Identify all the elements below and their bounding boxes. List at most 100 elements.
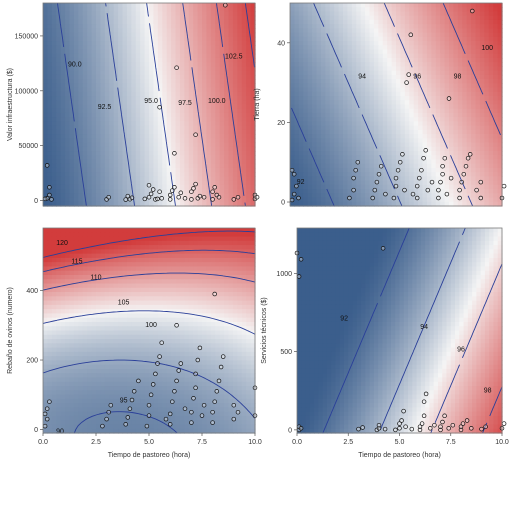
panel2-surface-cell: [382, 146, 388, 152]
panel2-surface-cell: [479, 24, 485, 29]
panel2-surface-cell: [365, 74, 371, 80]
panel1-surface-cell: [104, 3, 110, 8]
panel1-surface-cell: [241, 151, 247, 156]
panel1-surface-cell: [109, 159, 115, 165]
panel2-surface-cell: [484, 91, 490, 97]
panel1-surface-cell: [197, 129, 203, 135]
panel2-surface-cell: [409, 197, 415, 203]
panel1-data-point: [167, 197, 173, 202]
panel2-surface-cell: [396, 74, 402, 80]
panel3-surface-cell: [157, 245, 163, 250]
panel2-surface-cell: [365, 180, 371, 186]
panel2-surface-cell: [351, 100, 357, 106]
panel2-surface-cell: [316, 129, 322, 135]
panel1-surface-cell: [241, 36, 247, 42]
panel1-surface-cell: [250, 62, 256, 68]
panel1-surface-cell: [118, 146, 124, 152]
panel1-surface-cell: [246, 172, 252, 177]
panel1-surface-cell: [202, 117, 208, 123]
panel2-surface-cell: [457, 15, 463, 21]
panel1-surface-cell: [162, 201, 168, 207]
panel1-surface-cell: [100, 193, 106, 199]
panel2-surface-cell: [298, 53, 304, 59]
panel1-surface-cell: [56, 193, 62, 199]
panel2-surface-cell: [449, 32, 455, 38]
panel2-surface-cell: [391, 83, 397, 89]
panel1-surface-cell: [210, 142, 216, 148]
panel2-surface-cell: [360, 121, 366, 127]
panel2-surface-cell: [329, 49, 335, 55]
panel1-surface-cell: [118, 53, 124, 59]
panel1-surface-cell: [219, 87, 225, 93]
panel1-surface-cell: [149, 49, 155, 55]
panel2-surface-cell: [378, 138, 384, 144]
panel2-surface-cell: [360, 49, 366, 55]
panel2-surface-cell: [404, 24, 410, 29]
panel1-surface-cell: [166, 74, 172, 80]
panel2-surface-cell: [484, 79, 490, 84]
panel1-surface-cell: [237, 49, 243, 55]
panel1-surface-cell: [206, 36, 212, 42]
panel1-surface-cell: [113, 163, 119, 169]
panel1-surface-cell: [78, 104, 84, 110]
panel2-surface-cell: [431, 197, 437, 203]
panel2-surface-cell: [334, 138, 340, 144]
panel2-surface-cell: [435, 70, 441, 76]
panel1-surface-cell: [135, 201, 141, 207]
panel2-surface-cell: [378, 146, 384, 152]
panel2-surface-cell: [329, 146, 335, 152]
panel2-surface-cell: [325, 108, 331, 114]
panel1-surface-cell: [219, 45, 225, 51]
panel1-surface-cell: [43, 108, 49, 114]
panel2-surface-cell: [484, 117, 490, 123]
panel1-surface-cell: [179, 28, 185, 34]
panel2-surface-cell: [360, 53, 366, 59]
panel1-surface-cell: [188, 100, 194, 106]
panel1-surface-cell: [215, 125, 221, 131]
panel2-surface-cell: [338, 172, 344, 177]
panel2-surface-cell: [343, 3, 349, 8]
panel2-surface-cell: [444, 7, 450, 13]
panel2-surface-cell: [440, 193, 446, 199]
panel1-surface-cell: [56, 180, 62, 186]
panel2-surface-cell: [453, 197, 459, 203]
panel1-surface-cell: [87, 176, 93, 182]
panel2-surface-cell: [404, 193, 410, 199]
panel1-surface-cell: [109, 108, 115, 114]
panel1-data-point: [201, 194, 207, 200]
panel2-data-point: [463, 163, 469, 169]
panel1-surface-cell: [228, 66, 234, 72]
panel1-surface-cell: [65, 167, 71, 173]
panel2-surface-cell: [479, 112, 485, 118]
panel1-surface-cell: [232, 172, 238, 177]
panel1-surface-cell: [118, 197, 124, 203]
panel1-surface-cell: [104, 45, 110, 51]
panel1-surface-cell: [224, 53, 230, 59]
panel1-surface-cell: [162, 180, 168, 186]
panel2-surface-cell: [435, 176, 441, 182]
panel2-surface-cell: [303, 3, 309, 8]
panel1-surface-cell: [193, 66, 199, 72]
panel1-surface-cell: [224, 142, 230, 148]
panel3-surface-cell: [144, 236, 150, 242]
panel1-surface-cell: [56, 142, 62, 148]
panel2-surface-cell: [320, 104, 326, 110]
panel1-data-point: [42, 196, 48, 202]
panel2-data-point: [353, 167, 358, 173]
panel1-surface-cell: [69, 32, 75, 38]
panel2-surface-cell: [303, 121, 309, 127]
panel2-surface-cell: [453, 134, 459, 139]
panel2-surface-cell: [320, 142, 326, 148]
panel2-surface-cell: [484, 15, 490, 21]
panel1-surface-cell: [144, 49, 150, 55]
panel1-surface-cell: [122, 79, 128, 84]
panel2-surface-cell: [431, 167, 437, 173]
panel2-surface-cell: [334, 184, 340, 190]
panel1-surface-cell: [118, 138, 124, 144]
panel1-surface-cell: [78, 125, 84, 131]
panel2-surface-cell: [307, 41, 313, 46]
panel2-surface-cell: [351, 11, 357, 17]
panel2-surface-cell: [396, 100, 402, 106]
panel1-surface-cell: [241, 112, 247, 118]
panel2-surface-cell: [365, 24, 371, 29]
